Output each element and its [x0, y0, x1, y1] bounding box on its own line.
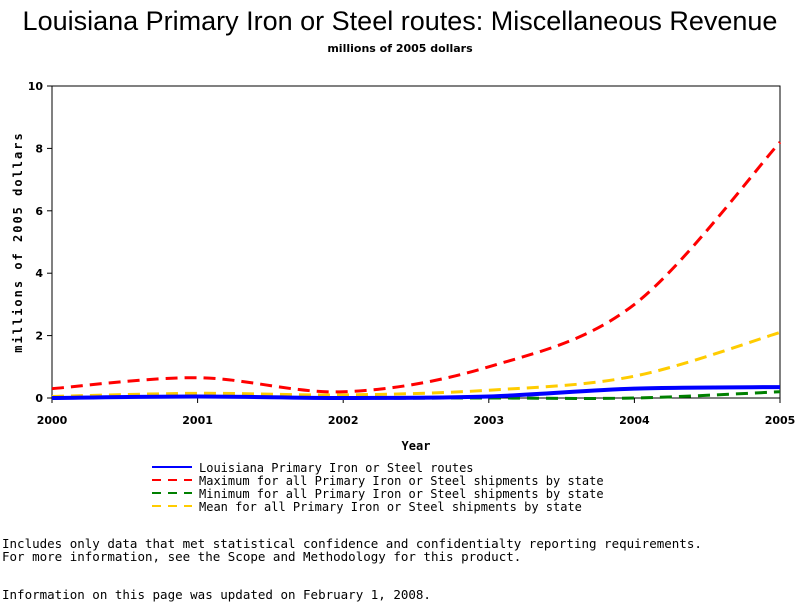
footnote-methodology: For more information, see the Scope and …	[2, 549, 522, 564]
x-axis: 2000 2001 2002 2003 2004 2005	[37, 398, 796, 427]
footnote-updated: Information on this page was updated on …	[2, 587, 431, 602]
y-tick-label: 4	[35, 267, 43, 280]
y-tick-label: 2	[35, 330, 43, 343]
legend-label-2: Minimum for all Primary Iron or Steel sh…	[199, 487, 604, 501]
legend-label-1: Maximum for all Primary Iron or Steel sh…	[199, 474, 604, 488]
chart-title: Louisiana Primary Iron or Steel routes: …	[22, 6, 778, 36]
x-tick-label: 2005	[765, 414, 796, 427]
legend: Louisiana Primary Iron or Steel routesMa…	[152, 461, 604, 514]
series-line-3	[51, 331, 781, 398]
y-tick-label: 0	[35, 392, 43, 405]
x-tick-label: 2000	[37, 414, 68, 427]
x-tick-label: 2003	[473, 414, 504, 427]
y-tick-label: 10	[28, 80, 44, 93]
x-axis-label: Year	[402, 439, 431, 453]
y-axis: 0 2 4 6 8 10	[28, 80, 52, 405]
y-axis-label: millions of 2005 dollars	[11, 131, 25, 352]
series-lines	[51, 141, 782, 401]
y-tick-label: 8	[35, 142, 43, 155]
footnote-confidentiality: Includes only data that met statistical …	[2, 536, 702, 551]
x-tick-label: 2001	[182, 414, 213, 427]
series-line-1	[51, 141, 782, 394]
plot-frame	[51, 85, 781, 399]
chart-subtitle: millions of 2005 dollars	[327, 42, 473, 55]
series-line-0	[51, 385, 781, 401]
x-tick-label: 2002	[328, 414, 359, 427]
x-tick-label: 2004	[619, 414, 650, 427]
legend-label-3: Mean for all Primary Iron or Steel shipm…	[199, 500, 582, 514]
legend-label-0: Louisiana Primary Iron or Steel routes	[199, 461, 474, 475]
y-tick-label: 6	[35, 205, 43, 218]
